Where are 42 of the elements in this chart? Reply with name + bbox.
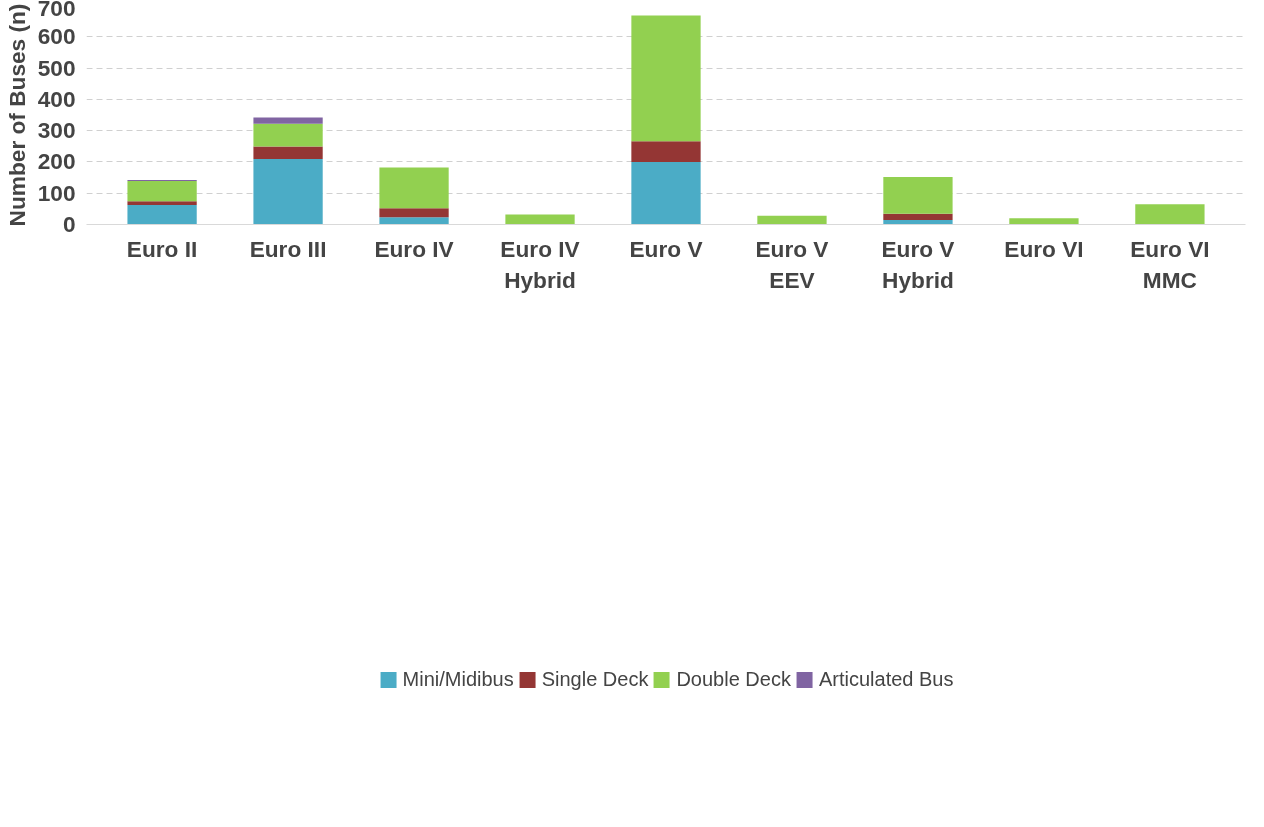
y-tick-label: 300 xyxy=(37,117,76,144)
bar xyxy=(253,146,323,160)
y-tick-label: 500 xyxy=(37,54,76,81)
bar xyxy=(127,201,197,206)
x-tick-label: Euro V xyxy=(629,235,703,262)
y-tick-label: 700 xyxy=(37,0,76,21)
bar xyxy=(379,167,449,209)
y-axis-title: Number of Buses (n) xyxy=(3,3,30,227)
legend-label: Mini/Midibus xyxy=(402,667,514,691)
bar xyxy=(505,214,575,225)
x-tick-label: Euro VI xyxy=(1004,235,1084,262)
y-tick-label: 400 xyxy=(37,85,76,112)
x-tick-label: Euro V Hybrid xyxy=(881,235,955,293)
bar xyxy=(1135,204,1205,225)
y-tick-label: 200 xyxy=(37,148,76,175)
bar xyxy=(253,117,323,124)
bar xyxy=(883,213,953,221)
y-tick-label: 600 xyxy=(37,23,76,50)
x-tick-label: Euro V EEV xyxy=(755,235,829,293)
y-tick-label: 0 xyxy=(62,211,76,237)
legend-label: Articulated Bus xyxy=(818,667,954,691)
bar xyxy=(379,217,449,225)
bar xyxy=(631,141,701,162)
bar xyxy=(757,215,827,225)
x-tick-label: Euro II xyxy=(126,235,198,262)
bar xyxy=(883,220,953,225)
bar xyxy=(883,176,953,214)
bar xyxy=(127,205,197,225)
bar xyxy=(253,159,323,225)
bar xyxy=(379,208,449,218)
legend-label: Double Deck xyxy=(676,667,791,691)
bar xyxy=(1009,218,1079,225)
bar xyxy=(253,123,323,147)
bar xyxy=(127,181,197,202)
x-tick-label: Euro IV xyxy=(374,235,454,262)
y-tick-label: 100 xyxy=(37,179,76,206)
x-tick-label: Euro IV Hybrid xyxy=(500,235,580,293)
bar xyxy=(631,15,701,142)
bar xyxy=(631,161,701,225)
x-tick-label: Euro VI MMC xyxy=(1130,235,1210,293)
x-tick-label: Euro III xyxy=(249,235,327,262)
legend-label: Single Deck xyxy=(541,667,649,691)
